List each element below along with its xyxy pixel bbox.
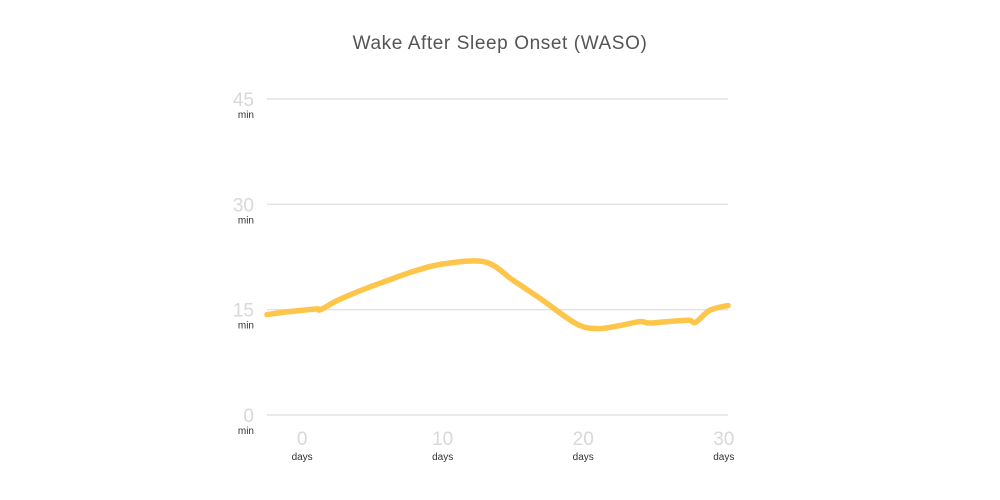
y-tick-unit: min (238, 215, 254, 226)
y-tick-unit: min (238, 426, 254, 437)
series-layer (264, 258, 731, 332)
x-tick-unit: days (713, 452, 734, 463)
x-tick-label: 0 (297, 429, 308, 450)
x-axis-ticks: 0 days 10 days 20 days 30 days (292, 429, 735, 463)
y-tick-label: 45 (233, 90, 254, 111)
gridlines (267, 98, 728, 416)
x-tick-label: 30 (713, 429, 734, 450)
y-tick-unit: min (238, 110, 254, 121)
y-tick-label: 15 (233, 301, 254, 322)
y-tick-label: 0 (243, 406, 254, 427)
x-tick-unit: days (432, 452, 453, 463)
series-line-0 (264, 258, 731, 332)
x-tick-unit: days (292, 452, 313, 463)
y-tick-label: 30 (233, 195, 254, 216)
x-tick-label: 20 (573, 429, 594, 450)
x-tick-unit: days (573, 452, 594, 463)
y-tick-unit: min (238, 321, 254, 332)
x-tick-label: 10 (432, 429, 453, 450)
chart-title: Wake After Sleep Onset (WASO) (352, 33, 648, 54)
